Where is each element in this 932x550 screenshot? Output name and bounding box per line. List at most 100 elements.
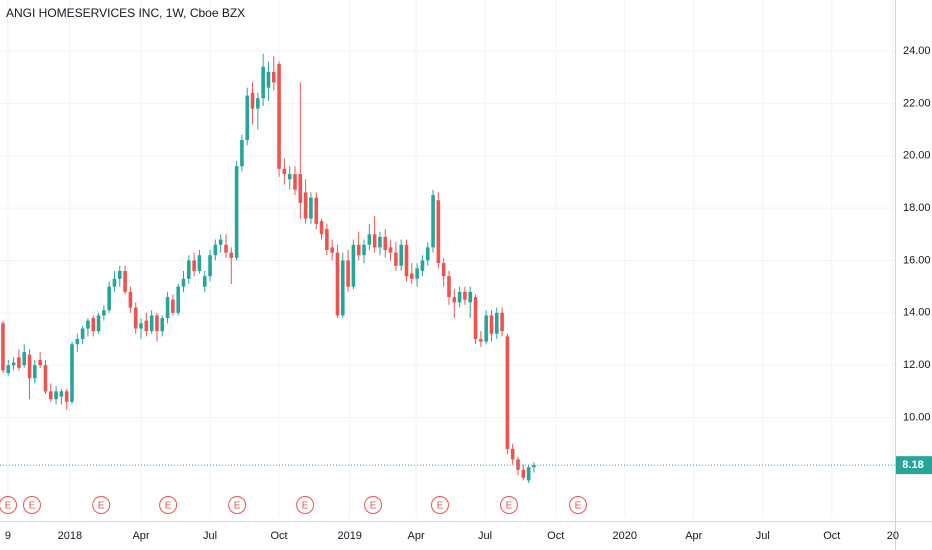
- candle-body: [526, 467, 531, 481]
- candle-body: [245, 95, 250, 141]
- candle-body: [43, 365, 48, 392]
- candle-body: [165, 297, 170, 319]
- event-marker: [499, 496, 518, 514]
- candle-body: [86, 320, 90, 329]
- candle-body: [54, 391, 58, 400]
- candle-body: [107, 286, 111, 311]
- candle-body: [494, 312, 499, 334]
- candle-body: [261, 66, 265, 99]
- candle-body: [27, 354, 32, 379]
- candle-body: [282, 168, 287, 175]
- candle-body: [447, 276, 451, 298]
- candle-body: [96, 315, 101, 332]
- candle-body: [463, 291, 467, 300]
- candle-body: [218, 239, 223, 245]
- grid: [0, 0, 895, 517]
- candle-body: [452, 297, 457, 303]
- x-tick-label: Oct: [823, 530, 840, 542]
- x-tick-label: Oct: [271, 530, 288, 542]
- candle-body: [484, 315, 488, 342]
- candle-body: [510, 448, 515, 460]
- candle-body: [532, 465, 536, 468]
- candle-body: [171, 299, 175, 313]
- candle-body: [468, 291, 473, 303]
- candle-body: [457, 291, 462, 303]
- event-label: E: [29, 501, 36, 512]
- event-marker: [22, 496, 41, 514]
- candle-body: [234, 166, 239, 258]
- x-tick-label: Apr: [132, 530, 149, 542]
- candle-body: [404, 244, 409, 277]
- candle-body: [362, 244, 366, 256]
- candle-body: [176, 286, 180, 313]
- candle-body: [133, 307, 138, 329]
- candle-body: [356, 244, 361, 256]
- candle-body: [38, 359, 42, 366]
- x-tick-label: Jul: [478, 530, 492, 542]
- candle-body: [75, 338, 80, 345]
- candle-body: [314, 197, 319, 224]
- candle-body: [160, 318, 165, 332]
- event-marker: [92, 496, 111, 514]
- candle-body: [473, 297, 478, 339]
- x-tick-label: 2019: [337, 530, 361, 542]
- event-marker: [159, 496, 178, 514]
- last-price-label: 8.18: [902, 459, 923, 471]
- event-marker: [364, 496, 383, 514]
- candle-body: [70, 344, 74, 402]
- candle-body: [388, 247, 393, 253]
- event-label: E: [98, 501, 105, 512]
- candle-body: [11, 362, 16, 366]
- x-tick-label: Oct: [547, 530, 564, 542]
- candle-body: [123, 270, 127, 292]
- event-label: E: [437, 501, 444, 512]
- event-marker: [296, 496, 315, 514]
- candle-body: [309, 197, 313, 219]
- y-tick-label: 16.00: [903, 254, 931, 266]
- x-tick-label: 2018: [58, 530, 82, 542]
- candle-body: [330, 247, 334, 253]
- candle-body: [319, 221, 324, 235]
- event-marker: [569, 496, 588, 514]
- candle-body: [59, 391, 64, 397]
- candle-body: [224, 244, 228, 253]
- event-marker: [0, 496, 17, 514]
- event-label: E: [575, 501, 582, 512]
- candle-body: [181, 278, 186, 287]
- x-tick-label: Apr: [408, 530, 425, 542]
- y-tick-label: 14.00: [903, 307, 931, 319]
- candle-body: [197, 255, 202, 271]
- x-tick-label: Jul: [756, 530, 770, 542]
- candle-body: [425, 247, 430, 261]
- candle-body: [351, 244, 356, 287]
- candle-body: [48, 391, 53, 400]
- candle-body: [383, 236, 388, 250]
- candle-body: [250, 92, 255, 109]
- candle-body: [298, 174, 303, 203]
- y-tick-label: 10.00: [903, 411, 931, 423]
- candle-body: [372, 234, 377, 248]
- candle-body: [192, 260, 196, 271]
- candle-body: [399, 244, 403, 266]
- candle-body: [266, 71, 271, 88]
- candle-body: [271, 71, 276, 83]
- candle-body: [420, 260, 425, 271]
- axes: 10.00 12.00 14.00 16.00 18.00 20.00 22.00 24.00…: [5, 45, 932, 542]
- candle-body: [91, 318, 96, 332]
- candle-body: [410, 273, 414, 279]
- candle-body: [521, 469, 526, 478]
- candle-body: [277, 64, 281, 169]
- candle-body: [149, 315, 154, 332]
- y-tick-label: 20.00: [903, 150, 931, 162]
- x-tick-label: 20: [887, 530, 899, 542]
- candle-body: [202, 276, 207, 287]
- candle-body: [256, 98, 260, 109]
- event-label: E: [234, 501, 241, 512]
- candle-body: [335, 252, 340, 316]
- candle-body: [415, 268, 419, 279]
- candle-body: [155, 315, 159, 332]
- candle-body: [516, 459, 520, 470]
- y-tick-label: 18.00: [903, 202, 931, 214]
